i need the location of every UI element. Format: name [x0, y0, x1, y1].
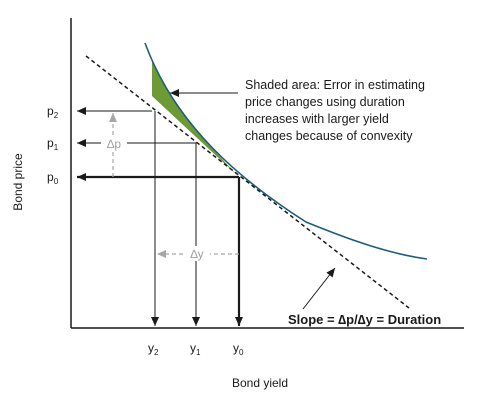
price-yield-curve [144, 42, 428, 260]
slope-label: Slope = ∆p/∆y = Duration [288, 312, 441, 327]
x-axis-title: Bond yield [232, 376, 288, 390]
yield-label-y0: y0 [233, 341, 244, 357]
annotation-line-4: changes because of convexity [245, 129, 413, 143]
yield-label-y2: y2 [148, 341, 159, 357]
delta-y-label-bg [184, 246, 210, 261]
delta-p-label: ∆p [107, 137, 121, 151]
annotation-line-2: price changes using duration [245, 95, 405, 109]
price-label-p2: p2 [47, 104, 59, 120]
delta-p-label-bg [101, 136, 127, 151]
annotation-line-3: increases with larger yield [245, 112, 389, 126]
price-label-p0: p0 [47, 170, 59, 186]
duration-tangent-line [85, 55, 410, 309]
delta-y-label: ∆y [190, 247, 203, 261]
slope-pointer-line [302, 267, 336, 310]
price-label-p1: p1 [47, 136, 59, 152]
y-axis-title: Bond price [11, 153, 25, 211]
annotation-text: Shaded area: Error in estimating price c… [245, 78, 428, 143]
annotation-line-1: Shaded area: Error in estimating [245, 78, 425, 92]
yield-label-y1: y1 [190, 341, 201, 357]
